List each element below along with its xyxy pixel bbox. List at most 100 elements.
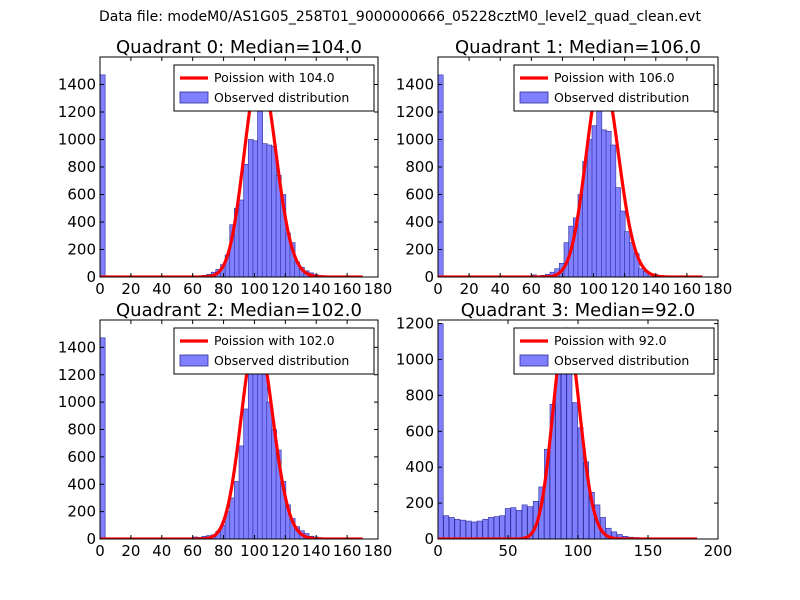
x-tick-label: 160 [333,542,362,560]
quadrant-2-plot: 0 20 40 60 80 100 120 140 160 180 0 200 400 600 800 100… [58,300,393,560]
x-tick-label: 50 [498,542,517,560]
x-tick-label: 100 [240,542,269,560]
histogram-bar [476,520,483,539]
subplot-title: Quadrant 0: Median=104.0 [116,37,362,58]
subplot-title: Quadrant 2: Median=102.0 [116,300,362,321]
x-tick-label: 120 [271,542,300,560]
legend-bar-swatch [519,91,549,104]
histogram-bar [572,402,578,539]
legend-bar-swatch [179,354,209,367]
legend-label-observed: Observed distribution [214,353,349,368]
y-tick-label: 600 [67,448,96,466]
x-tick-label: 80 [214,542,233,560]
y-tick-label: 0 [86,268,96,286]
y-tick-label: 800 [67,421,96,439]
y-tick-label: 1000 [396,131,434,149]
x-tick-label: 180 [704,280,733,298]
figure-suptitle: Data file: modeM0/AS1G05_258T01_90000006… [99,9,701,25]
quadrant-3-plot: 0 50 100 150 200 0 200 400 600 800 1000 1200 Quadran… [396,300,733,560]
legend-label-poisson: Poission with 104.0 [214,70,335,85]
histogram-bar [100,74,106,277]
histogram-bar [100,337,106,539]
y-tick-label: 1400 [58,338,96,356]
poisson-line [438,71,703,277]
x-tick-label: 140 [302,280,331,298]
y-tick-label: 1200 [396,315,434,333]
y-tick-label: 800 [405,158,434,176]
legend-label-poisson: Poission with 106.0 [554,70,675,85]
x-tick-label: 180 [364,280,393,298]
y-tick-label: 800 [405,386,434,404]
y-tick-label: 200 [405,494,434,512]
legend-label-poisson: Poission with 92.0 [554,333,667,348]
y-tick-label: 600 [405,186,434,204]
histogram-bar [566,366,573,539]
x-tick-label: 40 [152,542,171,560]
y-tick-label: 1000 [396,350,434,368]
x-tick-label: 0 [95,542,105,560]
subplot-title: Quadrant 3: Median=92.0 [461,300,696,321]
histogram-bar [499,515,506,539]
histogram-bar [438,74,444,277]
plot-area [438,70,703,277]
x-tick-label: 140 [641,280,670,298]
histogram-bar [482,518,489,539]
x-tick-label: 140 [302,542,331,560]
x-tick-label: 40 [152,280,171,298]
histogram-bar [471,521,478,539]
legend-bar-swatch [519,354,549,367]
histogram-bar [516,509,522,539]
x-tick-label: 0 [433,542,443,560]
y-tick-label: 1200 [58,103,96,121]
x-tick-label: 150 [634,542,663,560]
y-tick-label: 400 [405,213,434,231]
x-tick-label: 40 [491,280,510,298]
y-tick-label: 200 [67,503,96,521]
legend-bar-swatch [179,91,209,104]
x-tick-label: 100 [564,542,593,560]
y-tick-label: 200 [405,241,434,259]
legend-label-observed: Observed distribution [214,90,349,105]
x-tick-label: 160 [333,280,362,298]
x-tick-label: 180 [364,542,393,560]
quadrant-1-plot: 0 20 40 60 80 100 120 140 160 180 0 200 400 600 800 100… [396,37,733,298]
subplot-title: Quadrant 1: Median=106.0 [455,37,701,58]
y-tick-label: 1000 [58,393,96,411]
x-tick-label: 0 [95,280,105,298]
histogram-bar [521,504,528,539]
y-tick-label: 400 [67,475,96,493]
x-tick-label: 20 [121,542,140,560]
y-tick-label: 400 [67,213,96,231]
y-tick-label: 1200 [396,103,434,121]
histogram-bar [465,520,472,539]
histogram-bar [460,519,466,539]
y-tick-label: 0 [424,530,434,548]
x-tick-label: 120 [271,280,300,298]
histogram-bar [454,518,461,539]
y-tick-label: 600 [405,422,434,440]
y-tick-label: 1000 [58,131,96,149]
y-tick-label: 0 [424,268,434,286]
histogram-bar [504,508,511,539]
y-tick-label: 1400 [58,76,96,94]
histogram-bar [611,531,618,539]
y-tick-label: 0 [86,530,96,548]
x-tick-label: 80 [214,280,233,298]
y-tick-label: 1400 [396,76,434,94]
x-tick-label: 160 [673,280,702,298]
legend-label-observed: Observed distribution [554,353,689,368]
x-tick-label: 100 [240,280,269,298]
x-tick-label: 60 [183,280,202,298]
histogram-bar [443,515,450,539]
y-tick-label: 600 [67,186,96,204]
histogram-bar [493,516,500,539]
x-tick-label: 80 [553,280,572,298]
plot-area [100,333,363,539]
quadrant-0-plot: 0 20 40 60 80 100 120 140 160 180 0 200 400 600 800 100… [58,37,393,298]
histogram-bar [448,517,455,539]
histogram-bar [488,517,494,539]
x-tick-label: 100 [579,280,608,298]
histogram-bar [510,507,517,539]
x-tick-label: 120 [610,280,639,298]
